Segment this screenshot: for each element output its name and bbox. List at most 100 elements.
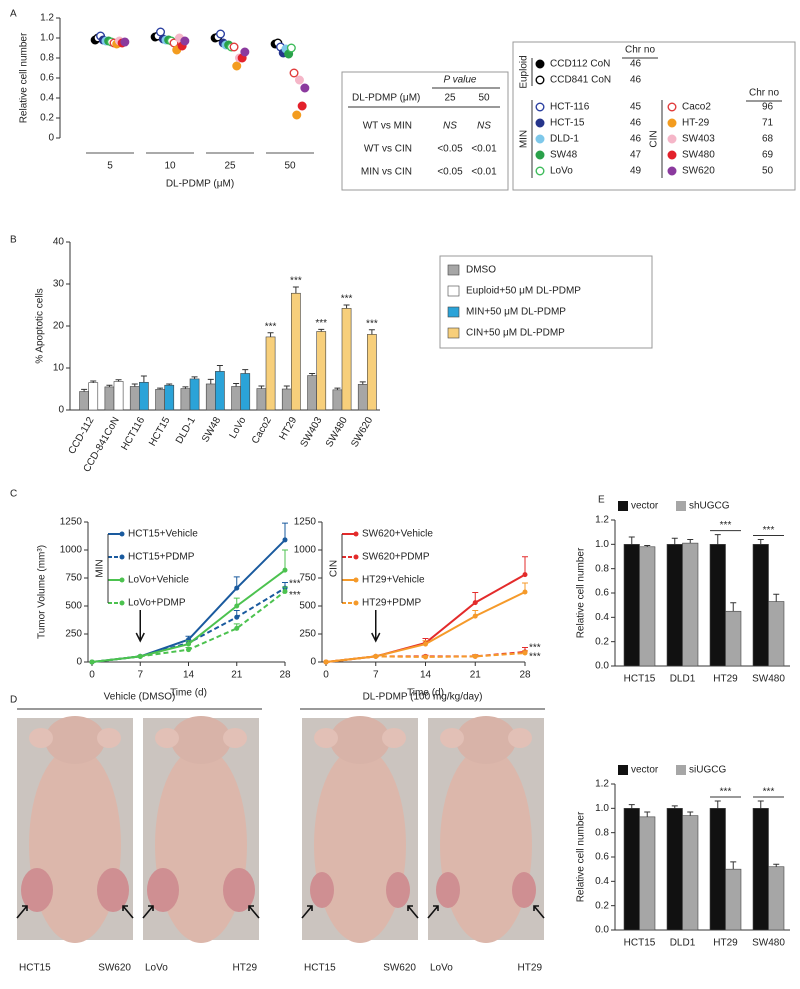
mouse-ear	[155, 728, 179, 748]
x-tick-label: 14	[183, 670, 195, 681]
legend-swatch	[447, 306, 460, 318]
legend-marker	[353, 600, 359, 606]
legend-label: MIN+50 μM DL-PDMP	[466, 307, 566, 318]
error-bar	[714, 534, 721, 545]
x-tick-label: HT29	[713, 674, 738, 685]
error-bar	[258, 385, 265, 389]
legend-marker	[353, 554, 359, 560]
photo-label-left: HCT15	[304, 963, 336, 974]
legend-marker	[535, 134, 545, 144]
x-axis-label: Time (d)	[170, 688, 207, 699]
error-bar	[140, 375, 147, 383]
bar	[357, 384, 368, 411]
legend-chr-no: 50	[762, 166, 774, 177]
error-bar	[730, 861, 737, 870]
error-bar	[644, 811, 651, 817]
legend-marker	[667, 150, 677, 160]
panel-letter: B	[10, 235, 17, 246]
y-tick-label: 0	[76, 657, 82, 668]
error-bar	[90, 380, 97, 383]
error-bar	[207, 378, 214, 384]
bar	[240, 373, 251, 411]
error-bar	[730, 602, 737, 612]
significance-label: ***	[529, 643, 541, 654]
significance-label: ***	[763, 787, 775, 798]
bar	[215, 371, 225, 411]
y-tick-label: 1000	[60, 545, 83, 556]
mouse-ear	[440, 728, 464, 748]
bar	[316, 331, 327, 411]
legend-marker	[535, 75, 545, 85]
photo-label-right: SW620	[98, 963, 131, 974]
bar	[639, 816, 656, 931]
legend-header: Chr no	[625, 45, 655, 56]
x-tick-label: SW480	[752, 674, 785, 685]
legend-header: Chr no	[749, 88, 779, 99]
legend-chr-no: 46	[630, 118, 642, 129]
x-tick-label: SW480	[324, 415, 350, 449]
x-tick-label: LoVo	[228, 415, 249, 441]
bar	[139, 381, 149, 411]
mouse-ear	[223, 728, 247, 748]
y-tick-label: 1.0	[595, 803, 609, 814]
photo-arrow	[142, 905, 154, 919]
legend-marker	[353, 577, 359, 583]
photo-label-left: LoVo	[430, 963, 453, 974]
legend-marker	[667, 102, 677, 112]
y-tick-label: 0	[48, 133, 54, 144]
bar	[725, 868, 742, 931]
mouse-ear	[314, 728, 338, 748]
error-bar	[359, 381, 366, 385]
point	[234, 625, 240, 631]
legend-chr-no: 69	[762, 150, 774, 161]
error-bar	[282, 522, 288, 540]
error-bar	[773, 593, 780, 602]
x-axis-label: DL-PDMP (μM)	[166, 179, 234, 190]
bar	[307, 375, 317, 411]
error-bar	[671, 805, 678, 809]
x-tick-label: Caco2	[250, 415, 274, 446]
legend-label: shUGCG	[689, 501, 730, 512]
legend-label: HCT-15	[550, 118, 585, 129]
significance-label: ***	[290, 276, 302, 287]
legend-label: HCT15+Vehicle	[128, 529, 198, 540]
significance-label: ***	[289, 590, 301, 601]
legend-chr-no: 96	[762, 102, 774, 113]
bar	[332, 389, 343, 411]
y-axis-label: Relative cell number	[19, 32, 30, 123]
point	[423, 641, 428, 647]
y-tick-label: 40	[53, 237, 65, 248]
error-bar	[343, 304, 350, 309]
photo-header: DL-PDMP (100 mg/kg/day)	[363, 692, 483, 703]
y-tick-label: 0.0	[595, 925, 609, 936]
error-bar	[628, 536, 635, 545]
y-tick-label: 1.0	[595, 539, 609, 550]
significance-label: ***	[529, 652, 541, 663]
error-bar	[157, 387, 164, 390]
error-bar	[368, 329, 375, 335]
error-bar	[131, 383, 138, 387]
panel-letter: A	[10, 9, 17, 20]
error-bar	[283, 385, 290, 389]
bar	[291, 292, 301, 411]
error-bar	[166, 383, 173, 386]
x-tick-label: 50	[284, 161, 296, 172]
y-axis-label: Relative cell number	[576, 547, 587, 638]
error-bar	[267, 332, 274, 337]
photo-arrow	[122, 905, 134, 919]
photo-arrow	[533, 905, 545, 919]
error-bar	[644, 545, 651, 547]
series-line	[325, 573, 526, 663]
table-cell: WT vs MIN	[363, 121, 412, 132]
error-bar	[292, 286, 299, 294]
table-cell: WT vs CIN	[364, 144, 412, 155]
x-tick-label: DLD1	[670, 674, 696, 685]
y-tick-label: 0.4	[40, 93, 54, 104]
table-cell: MIN vs CIN	[361, 167, 412, 178]
x-axis-label: Time (d)	[407, 688, 444, 699]
table-header: 50	[478, 93, 490, 104]
group-label: MIN	[95, 559, 106, 577]
bar	[113, 381, 124, 411]
legend-marker	[119, 554, 125, 560]
tumor	[21, 868, 53, 912]
